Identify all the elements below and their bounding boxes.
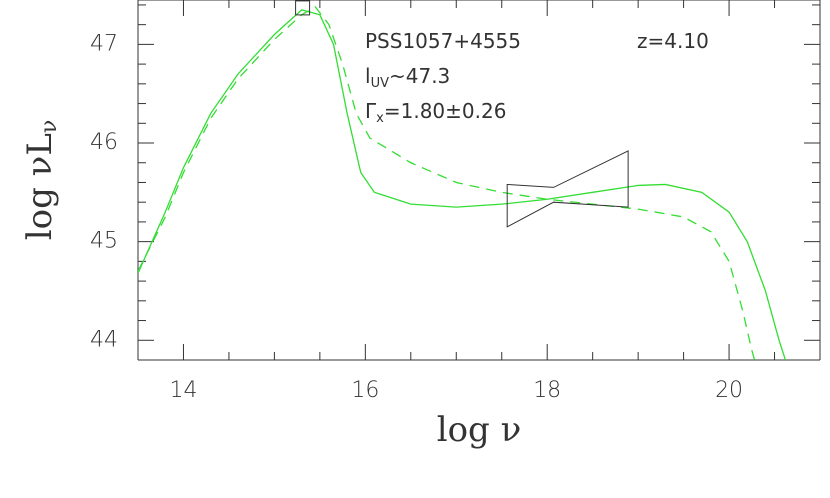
sed-curve	[138, 6, 756, 360]
annotation-text: z=4.10	[637, 29, 709, 53]
y-tick-label: 47	[90, 31, 118, 56]
annotation-sub: x	[376, 111, 384, 126]
x-tick-label: 14	[169, 378, 197, 403]
uv-point	[295, 0, 311, 16]
y-tick-label: 45	[90, 229, 118, 254]
y-tick-label: 44	[90, 327, 118, 352]
xray-bowtie	[506, 150, 629, 228]
annotation-text: Γ	[365, 99, 377, 123]
annotation-text: l	[365, 64, 371, 88]
annotation: lUV~47.3	[365, 64, 450, 91]
annotation-sub: UV	[371, 76, 390, 91]
annotation-text2: ~47.3	[389, 64, 450, 88]
y-axis-label-sub: ν	[37, 120, 62, 133]
y-tick-label: 46	[90, 130, 118, 155]
annotation: z=4.10	[637, 29, 709, 53]
annotation: Γx=1.80±0.26	[365, 99, 506, 126]
annotation-text2: =1.80±0.26	[384, 99, 507, 123]
x-axis-label: log ν	[437, 410, 522, 450]
x-tick-label: 20	[715, 378, 743, 403]
x-tick-label: 16	[351, 378, 379, 403]
y-axis-label-main: log νL	[20, 133, 60, 240]
annotation-text: PSS1057+4555	[365, 29, 521, 53]
sed-curve	[138, 9, 787, 360]
y-axis-label: log νLν	[20, 120, 62, 241]
annotation: PSS1057+4555	[365, 29, 521, 53]
x-tick-label: 18	[533, 378, 561, 403]
